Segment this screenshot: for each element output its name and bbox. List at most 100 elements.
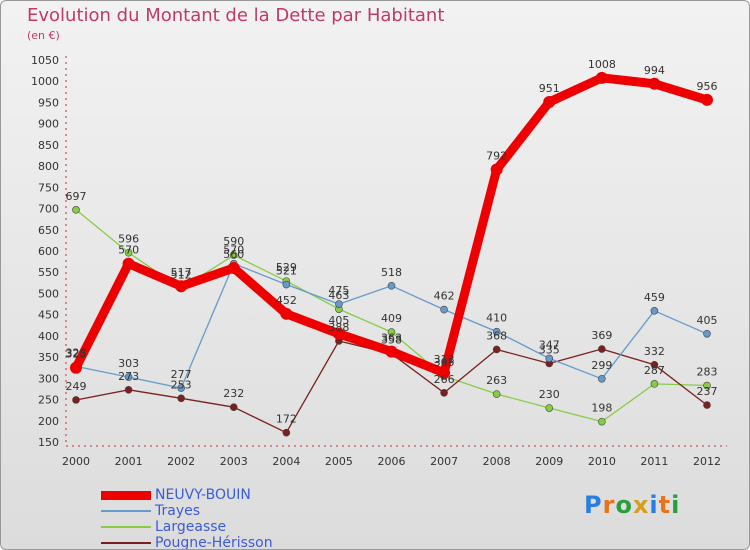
data-point [124, 248, 133, 257]
data-label: 277 [171, 368, 192, 381]
data-label: 368 [486, 329, 507, 342]
data-point [598, 345, 606, 353]
data-label: 570 [223, 244, 244, 257]
data-label: 305 [434, 356, 455, 369]
data-label: 590 [223, 235, 244, 248]
data-point [387, 328, 396, 336]
data-label: 232 [223, 387, 244, 400]
data-point [122, 257, 135, 270]
y-tick-label: 1050 [31, 54, 59, 67]
data-label: 249 [66, 380, 87, 393]
x-tick-label: 2002 [167, 455, 195, 468]
data-label: 363 [381, 332, 402, 345]
legend-swatch [101, 490, 151, 500]
proxiti-logo: Proxiti [584, 491, 680, 519]
y-tick-label: 500 [38, 287, 59, 300]
data-label: 462 [434, 290, 455, 303]
data-point [598, 374, 606, 383]
y-tick-label: 550 [38, 266, 59, 279]
data-label: 994 [644, 64, 665, 77]
data-point [701, 93, 713, 106]
x-tick-label: 2004 [272, 455, 300, 468]
data-label: 517 [171, 266, 192, 279]
y-tick-label: 350 [38, 351, 59, 364]
data-label: 405 [697, 314, 718, 327]
data-label: 172 [276, 413, 297, 426]
x-tick-label: 2012 [693, 455, 721, 468]
y-axis-ticks: 150 200 250 300 350 400 450 500 550 600 650 700 750 8… [31, 54, 59, 449]
data-label: 313 [434, 353, 455, 366]
legend-label: NEUVY-BOUIN [155, 487, 251, 503]
data-point [70, 361, 82, 374]
series-points [70, 71, 713, 437]
y-tick-label: 800 [38, 160, 59, 173]
x-tick-label: 2010 [588, 455, 616, 468]
data-point [124, 373, 133, 381]
logo-letter: t [658, 491, 672, 519]
data-point [492, 345, 501, 354]
data-point [543, 96, 556, 109]
data-label: 263 [486, 374, 507, 387]
data-point [650, 380, 659, 388]
data-point [332, 327, 345, 340]
data-label: 283 [697, 366, 718, 379]
legend-label: Largeasse [155, 519, 227, 535]
data-point [438, 366, 451, 379]
data-label: 1008 [588, 58, 616, 71]
y-tick-label: 850 [38, 139, 59, 152]
data-label: 332 [644, 345, 665, 358]
logo-letter: o [615, 491, 633, 519]
y-tick-label: 750 [38, 181, 59, 194]
data-label: 266 [434, 373, 455, 386]
data-point [229, 251, 238, 260]
legend-item: Largeasse [101, 519, 273, 535]
data-point [227, 261, 240, 274]
data-label: 299 [591, 359, 612, 372]
data-point [124, 385, 133, 394]
data-label: 792 [486, 150, 507, 163]
data-label: 253 [171, 378, 192, 391]
data-point [282, 428, 291, 437]
data-label: 570 [118, 244, 139, 257]
data-point [492, 390, 501, 398]
y-tick-label: 450 [38, 309, 59, 322]
logo-letter: i [649, 491, 659, 519]
data-label: 463 [328, 289, 349, 302]
data-point [177, 384, 185, 392]
legend-item: Pougne-Hérisson [101, 535, 273, 550]
data-point [650, 360, 659, 369]
data-point [72, 206, 80, 214]
data-label: 410 [486, 312, 507, 325]
data-label: 198 [591, 402, 612, 415]
data-label: 697 [66, 190, 87, 203]
data-label: 459 [644, 291, 665, 304]
x-tick-label: 2001 [115, 455, 143, 468]
data-point [703, 401, 711, 409]
chart-unit: (en €) [27, 29, 60, 42]
x-tick-label: 2008 [483, 455, 511, 468]
data-point [229, 403, 238, 411]
legend-item: Trayes [101, 503, 273, 519]
data-point [545, 354, 554, 363]
data-label: 230 [539, 388, 560, 401]
data-point [598, 417, 606, 426]
y-tick-label: 700 [38, 203, 59, 216]
data-label: 388 [328, 321, 349, 334]
y-tick-label: 400 [38, 330, 59, 343]
data-label: 303 [118, 357, 139, 370]
x-axis-ticks: 2000 2001 2002 2003 2004 2005 2006 2007 2008 2009… [62, 455, 721, 468]
data-label: 512 [171, 268, 192, 281]
data-label: 560 [223, 248, 244, 261]
legend-label: Pougne-Hérisson [155, 535, 273, 550]
x-tick-label: 2006 [378, 455, 406, 468]
y-tick-label: 200 [38, 415, 59, 428]
data-label: 347 [539, 338, 560, 351]
data-point [387, 282, 396, 290]
logo-letter: i [671, 491, 681, 519]
y-tick-label: 250 [38, 394, 59, 407]
legend-item: NEUVY-BOUIN [101, 487, 273, 503]
legend-swatch [101, 510, 151, 512]
legend-label: Trayes [155, 503, 201, 519]
